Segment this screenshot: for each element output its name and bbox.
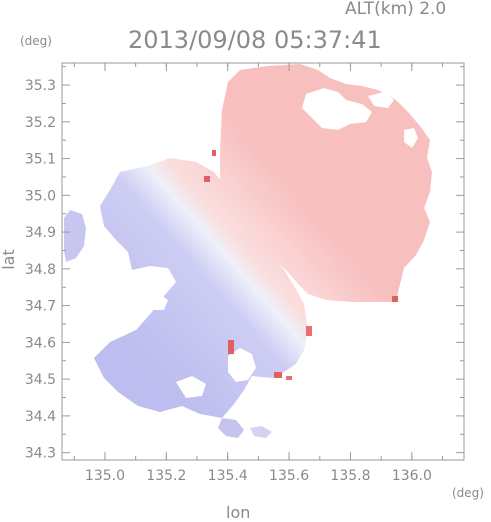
hotspot-6: [392, 296, 398, 302]
x-axis-title: lon: [226, 503, 251, 522]
echo-gap-1: [302, 88, 372, 130]
hotspot-3: [286, 376, 292, 380]
y-tick-label: 34.6: [25, 335, 56, 351]
axis-ticks: 135.0 135.2 135.4 135.6 135.8 136.0 34.3 34.4 34…: [25, 63, 464, 484]
hotspot-2: [274, 372, 282, 378]
y-tick-label: 34.7: [25, 299, 56, 315]
y-tick-label: 34.4: [25, 409, 56, 425]
y-tick-label: 34.5: [25, 372, 56, 388]
echo-gap-2: [368, 92, 394, 108]
echo-gap-6: [176, 376, 206, 398]
echo-field: [64, 64, 432, 438]
altitude-label: ALT(km) 2.0: [345, 0, 447, 19]
y-tick-label: 34.9: [25, 225, 56, 241]
x-tick-label: 135.8: [330, 468, 370, 484]
echo-gap-3: [404, 128, 418, 148]
x-tick-label: 135.0: [85, 468, 125, 484]
x-unit-label: (deg): [452, 486, 484, 500]
y-tick-label: 35.2: [25, 115, 56, 131]
hotspot-5: [306, 326, 312, 336]
y-tick-label: 35.1: [25, 152, 56, 168]
west-edge-echo: [64, 210, 86, 262]
south-echo-2: [250, 426, 272, 438]
x-tick-label: 135.4: [208, 468, 248, 484]
y-tick-label: 34.8: [25, 262, 56, 278]
south-echo: [218, 418, 244, 438]
plot-frame: [61, 62, 465, 461]
x-tick-label: 136.0: [392, 468, 432, 484]
y-tick-label: 35.3: [25, 78, 56, 94]
echo-gap-4: [150, 294, 168, 310]
hotspot-4: [204, 176, 210, 182]
echo-gap-5: [228, 348, 256, 382]
x-tick-label: 135.2: [146, 468, 186, 484]
x-tick-label: 135.6: [269, 468, 309, 484]
y-tick-label: 34.3: [25, 446, 56, 462]
hotspot-1: [228, 340, 234, 354]
timestamp-title: 2013/09/08 05:37:41: [128, 26, 382, 54]
hotspot-7: [212, 150, 216, 156]
receding-region: [220, 64, 432, 302]
y-tick-label: 35.0: [25, 188, 56, 204]
y-unit-label: (deg): [20, 34, 52, 48]
approaching-region: [94, 158, 308, 418]
